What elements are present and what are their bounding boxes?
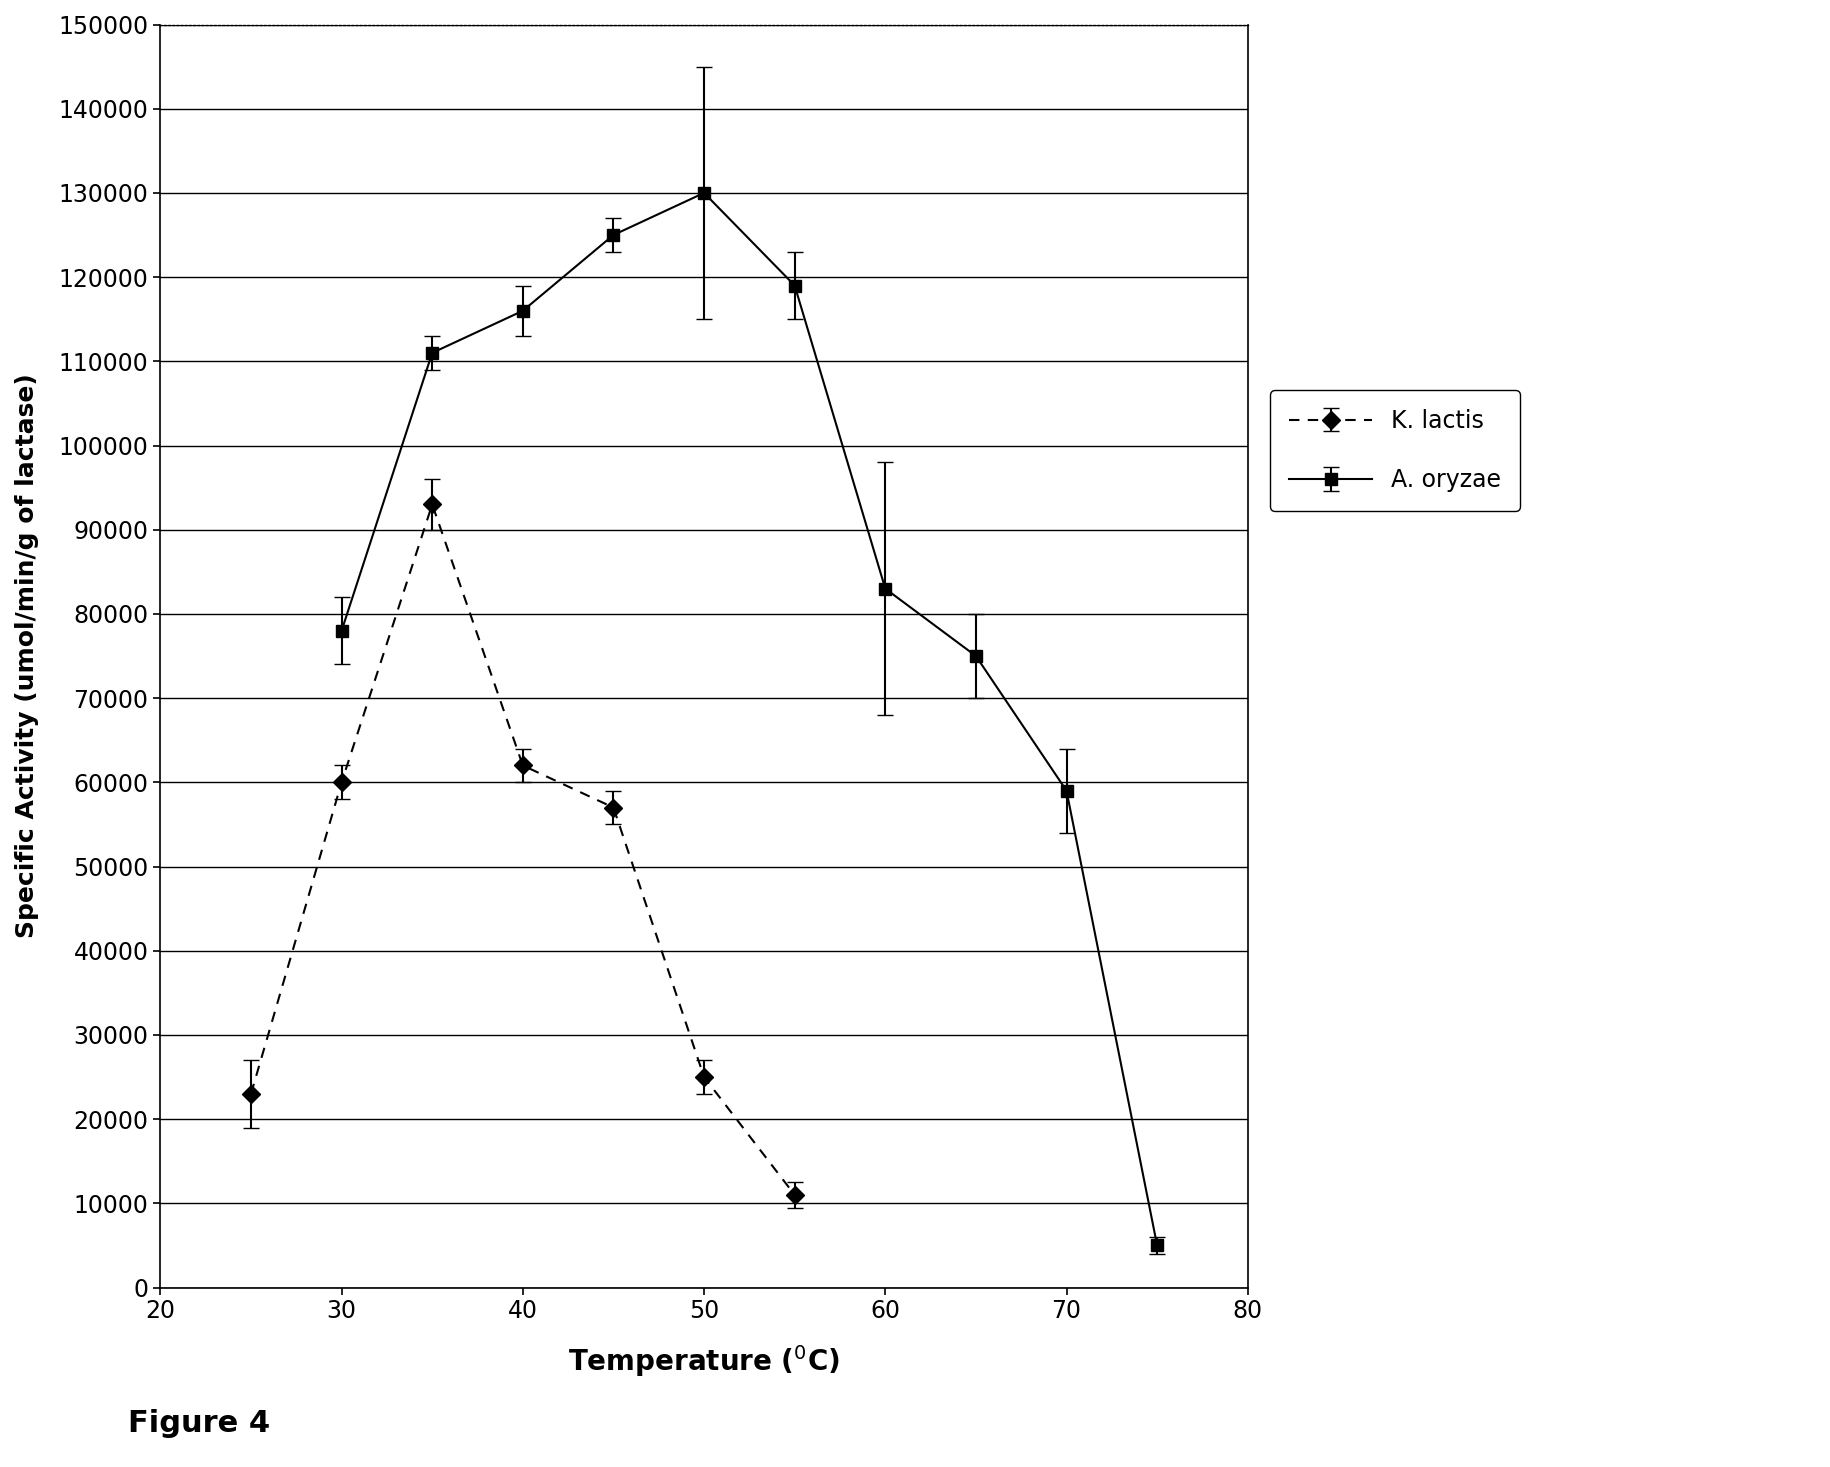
Text: Figure 4: Figure 4 bbox=[128, 1408, 271, 1438]
Y-axis label: Specific Activity (umol/min/g of lactase): Specific Activity (umol/min/g of lactase… bbox=[15, 374, 38, 939]
Legend: K. lactis, A. oryzae: K. lactis, A. oryzae bbox=[1270, 390, 1519, 511]
X-axis label: Temperature ($^0$C): Temperature ($^0$C) bbox=[567, 1342, 840, 1379]
